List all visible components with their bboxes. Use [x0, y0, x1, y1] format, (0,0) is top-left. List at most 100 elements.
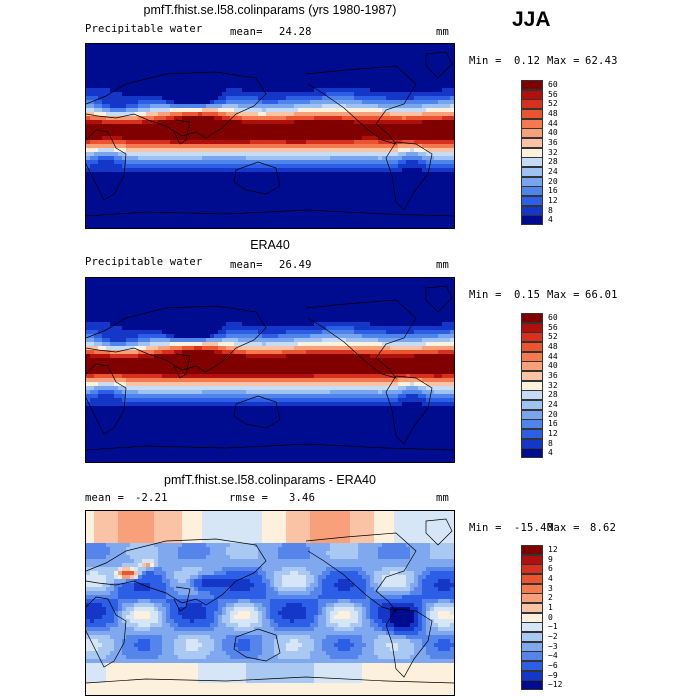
panel2-units: mm	[436, 259, 450, 271]
colorbar-swatch	[521, 438, 543, 449]
colorbar-tick-label: 32	[548, 147, 558, 157]
colorbar-swatch	[521, 138, 543, 149]
panel3-mean-value: -2.21	[135, 492, 168, 504]
colorbar-tick-label: 32	[548, 380, 558, 390]
colorbar-swatch	[521, 371, 543, 382]
colorbar-swatch	[521, 429, 543, 440]
colorbar-swatch	[521, 89, 543, 100]
colorbar-tick-label: 48	[548, 108, 558, 118]
colorbar-swatch	[521, 680, 543, 691]
colorbar-swatch	[521, 342, 543, 353]
panel2-map	[85, 277, 455, 463]
colorbar-swatch	[521, 80, 543, 91]
colorbar-tick-label: −1	[548, 622, 558, 632]
panel3-mean-label: mean =	[85, 492, 125, 504]
colorbar-tick-label: −4	[548, 651, 558, 661]
panel3-min-label: Min =	[469, 522, 502, 534]
colorbar-swatch	[521, 176, 543, 187]
colorbar-tick-label: 16	[548, 419, 558, 429]
panel3-field	[86, 511, 454, 695]
colorbar-tick-label: 0	[548, 612, 553, 622]
colorbar-swatch	[521, 400, 543, 411]
colorbar-tick-label: 6	[548, 564, 553, 574]
colorbar-swatch	[521, 612, 543, 623]
panel2-max-value: 66.01	[585, 289, 618, 301]
panel1-min-value: 0.12	[514, 55, 541, 67]
panel3-colorbar	[521, 545, 543, 691]
panel1-units: mm	[436, 26, 450, 38]
colorbar-swatch	[521, 603, 543, 614]
colorbar-swatch	[521, 322, 543, 333]
panel1-mean-label: mean=	[230, 26, 263, 38]
colorbar-tick-label: 52	[548, 332, 558, 342]
colorbar-tick-label: 40	[548, 361, 558, 371]
colorbar-tick-label: −2	[548, 631, 558, 641]
colorbar-swatch	[521, 157, 543, 168]
colorbar-tick-label: 4	[548, 448, 553, 458]
colorbar-swatch	[521, 351, 543, 362]
panel3-rmse-label: rmse =	[229, 492, 269, 504]
colorbar-swatch	[521, 448, 543, 459]
colorbar-swatch	[521, 361, 543, 372]
panel2-mean-label: mean=	[230, 259, 263, 271]
colorbar-tick-label: 60	[548, 79, 558, 89]
panel2-min-label: Min =	[469, 289, 502, 301]
colorbar-swatch	[521, 661, 543, 672]
colorbar-tick-label: 56	[548, 89, 558, 99]
panel1-mean-value: 24.28	[279, 26, 312, 38]
panel2-field	[86, 278, 454, 462]
colorbar-tick-label: 8	[548, 205, 553, 215]
colorbar-tick-label: 1	[548, 602, 553, 612]
colorbar-tick-label: 28	[548, 157, 558, 167]
colorbar-swatch	[521, 545, 543, 556]
colorbar-swatch	[521, 167, 543, 178]
colorbar-swatch	[521, 622, 543, 633]
colorbar-swatch	[521, 128, 543, 139]
colorbar-tick-label: 16	[548, 186, 558, 196]
colorbar-tick-label: 44	[548, 118, 558, 128]
panel1-min-label: Min =	[469, 55, 502, 67]
panel2-max-label: Max =	[547, 289, 580, 301]
panel3-min-value: -15.40	[514, 522, 554, 534]
panel2-title: ERA40	[250, 238, 290, 252]
colorbar-swatch	[521, 109, 543, 120]
colorbar-swatch	[521, 670, 543, 681]
colorbar-tick-label: 2	[548, 593, 553, 603]
panel2-mean-value: 26.49	[279, 259, 312, 271]
colorbar-tick-label: −9	[548, 670, 558, 680]
colorbar-tick-label: 60	[548, 312, 558, 322]
colorbar-swatch	[521, 574, 543, 585]
panel3-units: mm	[436, 492, 450, 504]
season-label: JJA	[512, 8, 551, 31]
colorbar-swatch	[521, 332, 543, 343]
panel1-map	[85, 43, 455, 229]
colorbar-tick-label: 12	[548, 428, 558, 438]
panel3-max-value: 8.62	[590, 522, 617, 534]
colorbar-tick-label: 8	[548, 438, 553, 448]
panel2-colorbar	[521, 313, 543, 459]
colorbar-swatch	[521, 118, 543, 129]
colorbar-swatch	[521, 205, 543, 216]
colorbar-tick-label: 48	[548, 341, 558, 351]
colorbar-swatch	[521, 554, 543, 565]
colorbar-tick-label: 3	[548, 583, 553, 593]
colorbar-swatch	[521, 380, 543, 391]
colorbar-tick-label: 4	[548, 573, 553, 583]
panel3-max-label: Max =	[547, 522, 580, 534]
colorbar-swatch	[521, 390, 543, 401]
colorbar-tick-label: 20	[548, 176, 558, 186]
panel1-title: pmfT.fhist.se.l58.colinparams (yrs 1980-…	[143, 3, 397, 17]
colorbar-tick-label: 44	[548, 351, 558, 361]
colorbar-tick-label: 24	[548, 399, 558, 409]
colorbar-tick-label: 9	[548, 554, 553, 564]
colorbar-swatch	[521, 313, 543, 324]
colorbar-tick-label: 36	[548, 137, 558, 147]
colorbar-swatch	[521, 632, 543, 643]
colorbar-swatch	[521, 409, 543, 420]
colorbar-swatch	[521, 593, 543, 604]
panel3-map	[85, 510, 455, 696]
panel2-variable: Precipitable water	[85, 256, 203, 268]
colorbar-swatch	[521, 215, 543, 226]
colorbar-swatch	[521, 651, 543, 662]
colorbar-tick-label: 52	[548, 99, 558, 109]
